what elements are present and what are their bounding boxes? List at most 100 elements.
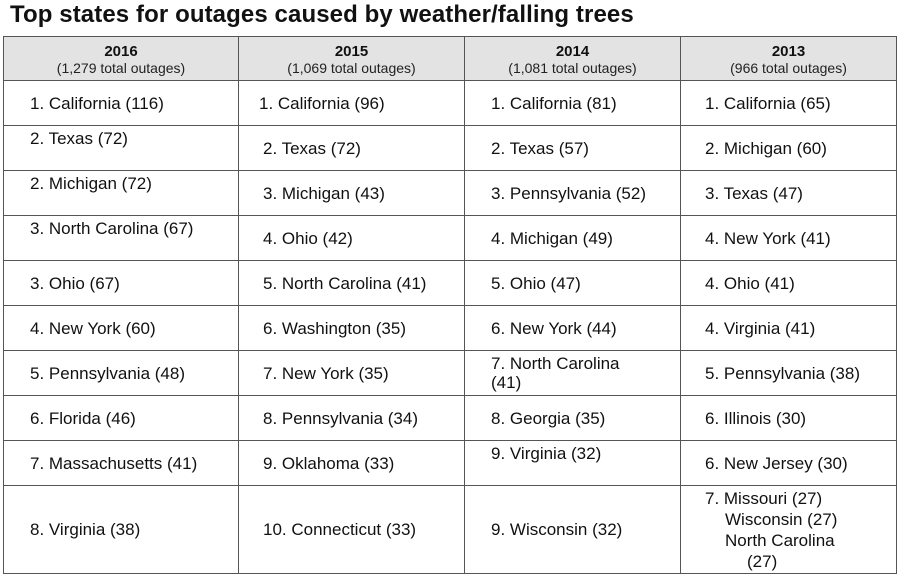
table-cell: 4. Michigan (49): [464, 215, 681, 261]
state-entry: 9. Virginia (32): [491, 444, 602, 463]
state-entry: 7. North Carolina (41): [491, 354, 620, 392]
state-entry: 5. North Carolina (41): [263, 273, 427, 293]
table-row: 3. North Carolina (67) 4. Ohio (42) 4. Mic…: [3, 215, 897, 261]
table-cell: 1. California (81): [464, 80, 681, 126]
table-cell: 3. Texas (47): [680, 170, 897, 216]
table-cell: 7. North Carolina (41): [464, 350, 681, 396]
table-cell: 4. Ohio (41): [680, 260, 897, 306]
column-total: (1,279 total outages): [56, 59, 186, 76]
table-cell: 9. Wisconsin (32): [464, 485, 681, 574]
table-cell: 7. Massachusetts (41): [3, 440, 239, 486]
state-entry: 4. Ohio (42): [263, 229, 353, 248]
state-entry-continued: (27): [747, 552, 778, 571]
table-row: 8. Virginia (38) 10. Connecticut (33) 9. W…: [3, 485, 897, 574]
state-entry: 1. California (116): [30, 93, 164, 113]
table-row: 7. Massachusetts (41) 9. Oklahoma (33) 9. …: [3, 440, 897, 486]
column-header-2014: 2014 (1,081 total outages): [464, 36, 681, 81]
table-cell: 5. North Carolina (41): [238, 260, 465, 306]
state-entry: 5. Pennsylvania (48): [30, 363, 185, 383]
table-cell: 3. Ohio (67): [3, 260, 239, 306]
table-cell: 2. Michigan (60): [680, 125, 897, 171]
state-entry: 2. Texas (72): [30, 129, 128, 148]
state-entry: 4. New York (41): [705, 229, 831, 248]
state-entry: 2. Texas (57): [491, 139, 589, 158]
state-entry: 6. New Jersey (30): [705, 453, 848, 473]
table-row: 3. Ohio (67) 5. North Carolina (41) 5. Ohi…: [3, 260, 897, 306]
table-cell: 6. Washington (35): [238, 305, 465, 351]
state-entry: 1. California (81): [491, 93, 617, 113]
state-entry-continued: Wisconsin (27): [725, 510, 838, 529]
table-cell: 7. Missouri (27) Wisconsin (27) North Caro…: [680, 485, 897, 574]
column-total: (1,081 total outages): [508, 59, 637, 76]
state-entry: 1. California (96): [259, 93, 385, 113]
state-entry: 8. Virginia (38): [30, 520, 141, 539]
table-row: 1. California (116) 1. California (96) 1. …: [3, 80, 897, 126]
column-total: (1,069 total outages): [287, 59, 416, 76]
state-entry: 3. Ohio (67): [30, 273, 120, 293]
table-cell: 9. Virginia (32): [464, 440, 681, 486]
state-entry: 2. Michigan (72): [30, 174, 152, 193]
state-entry: 3. Pennsylvania (52): [491, 184, 646, 203]
state-entry: 3. North Carolina (67): [30, 219, 194, 238]
table-row: 4. New York (60) 6. Washington (35) 6. New…: [3, 305, 897, 351]
table-cell: 9. Oklahoma (33): [238, 440, 465, 486]
table-cell: 5. Pennsylvania (38): [680, 350, 897, 396]
table-cell: 4. Virginia (41): [680, 305, 897, 351]
column-year: 2016: [104, 42, 138, 60]
table-cell: 5. Pennsylvania (48): [3, 350, 239, 396]
table-cell: 6. Florida (46): [3, 395, 239, 441]
state-entry: 7. Massachusetts (41): [30, 453, 198, 473]
table-cell: 2. Texas (72): [238, 125, 465, 171]
column-year: 2015: [334, 42, 369, 60]
state-entry: 4. New York (60): [30, 318, 156, 338]
table-cell: 10. Connecticut (33): [238, 485, 465, 574]
state-entry: 7. Missouri (27): [705, 489, 823, 508]
table-cell: 4. Ohio (42): [238, 215, 465, 261]
table-row: 2. Michigan (72) 3. Michigan (43) 3. Penns…: [3, 170, 897, 216]
table-cell: 2. Michigan (72): [3, 170, 239, 216]
column-header-2015: 2015 (1,069 total outages): [238, 36, 465, 81]
table-row: 2. Texas (72) 2. Texas (72) 2. Texas (57) 2…: [3, 125, 897, 171]
state-entry: 9. Wisconsin (32): [491, 520, 623, 539]
table-cell: 3. North Carolina (67): [3, 215, 239, 261]
column-year: 2013: [771, 42, 806, 60]
state-entry: 3. Texas (47): [705, 184, 803, 203]
page-title: Top states for outages caused by weather…: [10, 1, 634, 28]
state-entry: 2. Michigan (60): [705, 139, 827, 158]
state-entry: 9. Oklahoma (33): [263, 453, 395, 473]
table-cell: 5. Ohio (47): [464, 260, 681, 306]
state-entry: 3. Michigan (43): [263, 184, 385, 203]
state-entry: 6. Florida (46): [30, 408, 136, 428]
table-cell: 8. Pennsylvania (34): [238, 395, 465, 441]
outages-table: 2016 (1,279 total outages) 2015 (1,069 t…: [3, 36, 897, 574]
table-cell: 8. Georgia (35): [464, 395, 681, 441]
table-cell: 1. California (116): [3, 80, 239, 126]
table-cell: 4. New York (60): [3, 305, 239, 351]
table-cell: 2. Texas (72): [3, 125, 239, 171]
table-cell: 4. New York (41): [680, 215, 897, 261]
table-cell: 2. Texas (57): [464, 125, 681, 171]
column-header-2013: 2013 (966 total outages): [680, 36, 897, 81]
table-cell: 1. California (96): [238, 80, 465, 126]
state-entry-continued: North Carolina: [725, 531, 835, 550]
state-entry: 6. Washington (35): [263, 318, 406, 338]
state-entry: 4. Virginia (41): [705, 318, 816, 338]
table-cell: 1. California (65): [680, 80, 897, 126]
table-cell: 6. Illinois (30): [680, 395, 897, 441]
state-entry: 5. Pennsylvania (38): [705, 363, 860, 383]
table-cell: 6. New Jersey (30): [680, 440, 897, 486]
column-total: (966 total outages): [730, 59, 847, 76]
table-row: 6. Florida (46) 8. Pennsylvania (34) 8. Ge…: [3, 395, 897, 441]
state-entry: 6. New York (44): [491, 318, 617, 338]
header-row: 2016 (1,279 total outages) 2015 (1,069 t…: [3, 36, 897, 81]
state-entry: 7. New York (35): [263, 363, 389, 383]
column-header-2016: 2016 (1,279 total outages): [3, 36, 239, 81]
table-cell: 6. New York (44): [464, 305, 681, 351]
table-cell: 8. Virginia (38): [3, 485, 239, 574]
state-entry: 10. Connecticut (33): [263, 520, 417, 539]
state-entry: 2. Texas (72): [263, 139, 361, 158]
state-entry: 4. Ohio (41): [705, 273, 795, 293]
state-entry: 6. Illinois (30): [705, 408, 807, 428]
column-year: 2014: [555, 42, 590, 60]
state-entry: 8. Pennsylvania (34): [263, 408, 418, 428]
